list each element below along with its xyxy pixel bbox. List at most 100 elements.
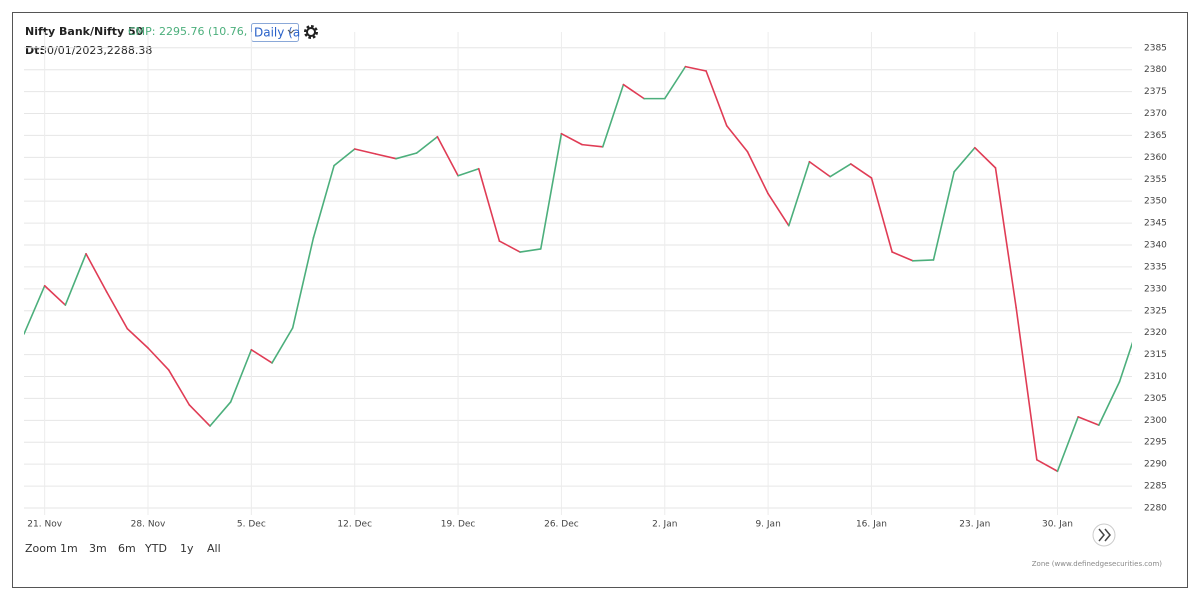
line-segment — [953, 146, 976, 173]
gear-ring — [306, 27, 316, 37]
y-tick-label: 2375 — [1144, 87, 1167, 97]
y-tick-label: 2285 — [1144, 482, 1167, 492]
y-tick-label: 2330 — [1144, 284, 1167, 294]
line-segment — [250, 348, 273, 364]
line-segment — [932, 171, 955, 261]
line-segment — [147, 347, 170, 371]
chart-title: Nifty Bank/Nifty 50 — [25, 25, 144, 38]
date-value: 30/01/2023,2288.38 — [40, 44, 152, 57]
line-segment — [891, 251, 914, 262]
line-segment — [1118, 341, 1132, 383]
x-tick-label: 21. Nov — [27, 520, 62, 530]
line-segment — [209, 401, 232, 427]
line-segment — [746, 150, 769, 195]
y-tick-label: 2315 — [1144, 350, 1167, 360]
line-segment — [622, 83, 645, 100]
line-segment — [477, 167, 501, 242]
y-tick-label: 2345 — [1144, 219, 1167, 229]
x-tick-label: 30. Jan — [1042, 520, 1073, 530]
y-tick-label: 2335 — [1144, 262, 1167, 272]
zoom-button[interactable]: 1y — [180, 542, 194, 555]
line-segment — [849, 163, 873, 179]
settings-icon[interactable] — [304, 25, 318, 39]
line-segment — [684, 65, 707, 72]
y-tick-label: 2370 — [1144, 109, 1167, 119]
line-segment — [808, 160, 831, 178]
x-tick-label: 9. Jan — [755, 520, 780, 530]
line-segment — [271, 327, 294, 364]
line-segment — [85, 252, 108, 293]
line-segment — [64, 252, 87, 306]
line-segment — [519, 248, 542, 253]
y-tick-label: 2290 — [1144, 460, 1167, 470]
y-tick-label: 2305 — [1144, 394, 1167, 404]
y-tick-label: 2300 — [1144, 416, 1167, 426]
line-segment — [767, 192, 790, 227]
gear — [304, 25, 318, 39]
y-tick-label: 2295 — [1144, 438, 1167, 448]
line-segment — [167, 369, 191, 406]
scroll-icon — [1098, 528, 1111, 542]
line-segment — [43, 284, 67, 306]
x-tick-label: 26. Dec — [544, 520, 579, 530]
line-segment — [353, 148, 377, 155]
line-segment — [24, 284, 46, 335]
zoom-button[interactable]: 1m — [60, 542, 78, 555]
zoom-button[interactable]: 6m — [118, 542, 136, 555]
x-tick-label: 23. Jan — [959, 520, 990, 530]
line-segment — [994, 167, 1017, 309]
y-tick-label: 2350 — [1144, 197, 1167, 207]
line-segment — [539, 132, 563, 250]
line-segment — [560, 132, 583, 146]
line-segment — [126, 327, 149, 349]
line-segment — [663, 65, 687, 100]
line-segment — [395, 152, 418, 160]
credits: Zone (www.definedgesecurities.com) — [1032, 560, 1163, 568]
interval-text: Daily (a — [254, 26, 300, 40]
y-tick-label: 2320 — [1144, 328, 1167, 338]
line-segment — [436, 135, 459, 177]
line-segment — [291, 237, 315, 329]
line-segment — [333, 148, 356, 167]
line-segment — [374, 153, 397, 160]
x-tick-label: 19. Dec — [441, 520, 476, 530]
line-segment — [1036, 458, 1059, 473]
line-segment — [725, 124, 749, 153]
select-arrow — [287, 29, 295, 34]
line-segment — [312, 164, 335, 239]
x-tick-label: 5. Dec — [237, 520, 266, 530]
y-tick-label: 2340 — [1144, 241, 1167, 251]
zoom-button[interactable]: YTD — [144, 542, 167, 555]
line-segment — [787, 160, 811, 227]
x-tick-label: 12. Dec — [337, 520, 372, 530]
line-segment — [415, 135, 439, 154]
line-segment — [1056, 416, 1079, 473]
x-tick-label: 2. Jan — [652, 520, 677, 530]
zoom-button[interactable]: All — [207, 542, 221, 555]
line-segment — [601, 83, 625, 148]
line-segment — [1077, 416, 1100, 426]
x-tick-label: 16. Jan — [856, 520, 887, 530]
date-key: Dt: — [25, 44, 44, 57]
y-tick-label: 2310 — [1144, 372, 1167, 382]
y-tick-label: 2365 — [1144, 131, 1167, 141]
line-segment — [1015, 306, 1038, 461]
line-segment — [498, 240, 521, 253]
line-segment — [188, 404, 211, 427]
y-tick-label: 2360 — [1144, 153, 1167, 163]
line-segment — [581, 143, 604, 148]
line-segment — [1098, 380, 1121, 426]
series — [24, 65, 1132, 473]
line-segment — [457, 167, 480, 177]
y-tick-label: 2280 — [1144, 503, 1167, 513]
y-tick-label: 2380 — [1144, 65, 1167, 75]
zoom-button[interactable]: 3m — [89, 542, 107, 555]
line-segment — [229, 348, 253, 403]
frame — [12, 12, 1188, 588]
y-tick-label: 2325 — [1144, 306, 1167, 316]
y-tick-label: 2385 — [1144, 43, 1167, 53]
y-tick-label: 2355 — [1144, 175, 1167, 185]
line-segment — [105, 291, 129, 330]
line-segment — [705, 70, 728, 127]
